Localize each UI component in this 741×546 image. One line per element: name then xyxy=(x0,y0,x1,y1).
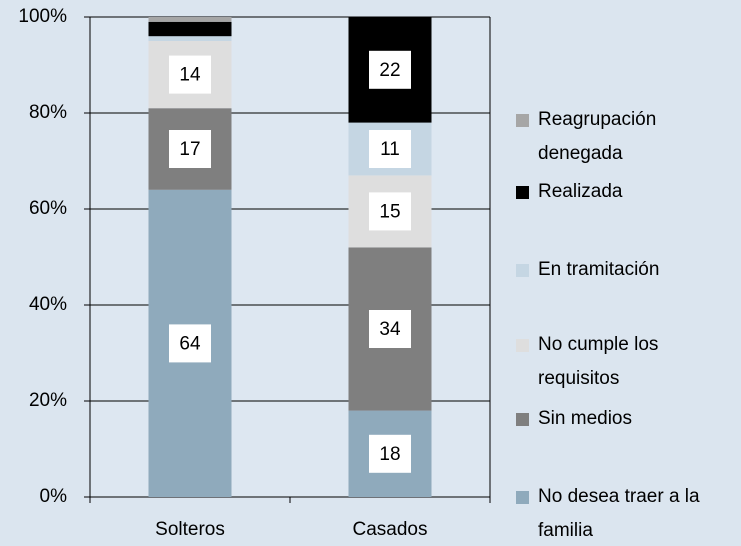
data-label: 64 xyxy=(179,333,201,354)
legend-swatch xyxy=(516,339,529,352)
legend-label: No cumple los requisitos xyxy=(538,334,659,389)
legend-item: No desea traer a la familia xyxy=(516,480,738,546)
legend-swatch xyxy=(516,413,529,426)
label-box xyxy=(169,55,211,94)
label-box xyxy=(369,192,411,231)
legend-label: En tramitación xyxy=(538,259,660,280)
legend-item: En tramitación xyxy=(516,253,738,287)
legend-swatch xyxy=(516,186,529,199)
data-label: 18 xyxy=(379,444,400,465)
legend-item: Sin medios xyxy=(516,402,738,436)
y-tick-label: 40% xyxy=(29,294,67,315)
label-box xyxy=(169,130,211,168)
bar-segment xyxy=(148,36,232,41)
y-tick-label: 20% xyxy=(29,390,67,411)
legend-item: Reagrupación denegada xyxy=(516,103,738,171)
y-tick-label: 100% xyxy=(18,6,67,27)
data-label: 34 xyxy=(379,319,401,340)
label-box xyxy=(369,310,411,348)
data-label: 14 xyxy=(179,65,201,86)
legend-label: Sin medios xyxy=(538,408,632,429)
legend-item: No cumple los requisitos xyxy=(516,328,738,396)
x-tick-label: Casados xyxy=(353,519,428,540)
legend-label: Reagrupación denegada xyxy=(538,109,657,164)
label-box xyxy=(369,434,411,473)
bar-segment xyxy=(148,17,232,22)
y-tick-label: 60% xyxy=(29,198,67,219)
x-tick-label: Solteros xyxy=(155,519,225,540)
legend-swatch xyxy=(516,491,529,504)
data-label: 11 xyxy=(380,139,400,160)
label-box xyxy=(169,324,211,363)
legend-swatch xyxy=(516,114,529,127)
label-box xyxy=(369,130,411,168)
data-label: 22 xyxy=(379,60,400,81)
y-tick-label: 80% xyxy=(29,102,67,123)
bar-segment xyxy=(148,21,232,37)
data-label: 17 xyxy=(179,139,200,160)
legend-swatch xyxy=(516,264,529,277)
legend-item: Realizada xyxy=(516,175,738,209)
data-label: 15 xyxy=(379,201,400,222)
legend-label: Realizada xyxy=(538,181,623,202)
label-box xyxy=(369,50,411,89)
legend-label: No desea traer a la familia xyxy=(538,486,700,541)
y-tick-label: 0% xyxy=(40,486,68,507)
